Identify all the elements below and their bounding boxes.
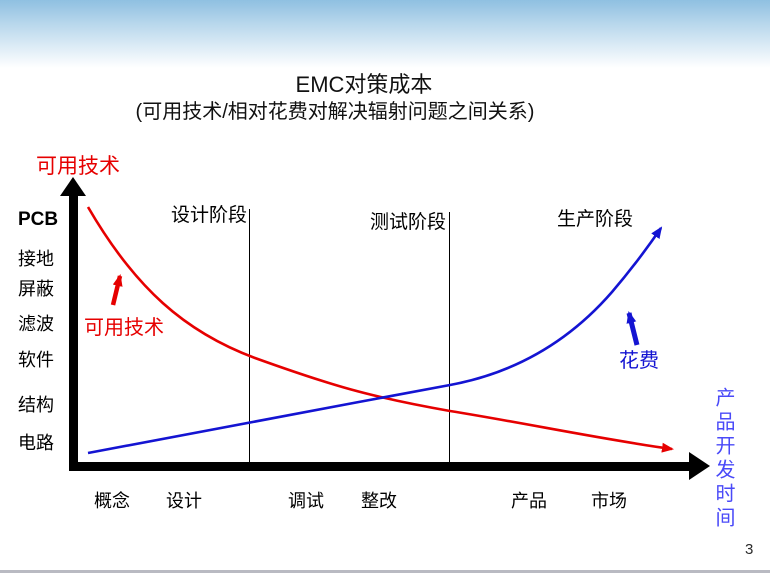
red-curve-label: 可用技术 (84, 317, 164, 339)
y-axis-item-filtering: 滤波 (18, 314, 54, 334)
blue-annotation-arrow (626, 311, 640, 346)
phase-divider-design (249, 209, 250, 462)
phase-label-production: 生产阶段 (557, 209, 634, 230)
y-axis-item-circuit: 电路 (18, 433, 54, 453)
blue-curve-label: 花费 (619, 350, 659, 372)
y-axis-item-structure: 结构 (18, 395, 54, 415)
phase-divider-test (449, 212, 450, 462)
x-axis-arrowhead-icon (689, 452, 710, 480)
x-axis-title: 产品开发时间 (712, 387, 734, 531)
x-tick-concept: 概念 (94, 491, 130, 511)
y-axis-title: 可用技术 (36, 155, 120, 178)
y-axis-item-software: 软件 (18, 350, 54, 370)
title-block: EMC对策成本 (可用技术/相对花费对解决辐射问题之间关系) (100, 72, 570, 124)
red-curve-available-techniques (86, 206, 674, 453)
slide-title: EMC对策成本 (295, 72, 433, 97)
phase-label-design: 设计阶段 (171, 205, 248, 226)
x-tick-product: 产品 (511, 491, 547, 511)
y-axis-item-shielding: 屏蔽 (18, 279, 54, 299)
slide-bottom-edge (0, 570, 770, 573)
phase-label-test: 测试阶段 (370, 212, 447, 233)
y-axis-item-pcb: PCB (18, 209, 59, 230)
blue-curve-cost (87, 226, 663, 455)
y-axis-arrowhead-icon (60, 177, 86, 196)
x-axis-line (69, 462, 690, 471)
x-tick-design: 设计 (166, 491, 202, 511)
page-number: 3 (745, 541, 754, 558)
x-tick-market: 市场 (591, 491, 627, 511)
slide-subtitle: (可用技术/相对花费对解决辐射问题之间关系) (135, 101, 535, 123)
red-annotation-arrow (110, 274, 123, 306)
y-axis-line (69, 194, 78, 463)
x-tick-debug: 调试 (288, 491, 324, 511)
x-tick-rework: 整改 (361, 491, 397, 511)
y-axis-item-grounding: 接地 (18, 249, 54, 269)
slide-top-gradient (0, 0, 770, 68)
